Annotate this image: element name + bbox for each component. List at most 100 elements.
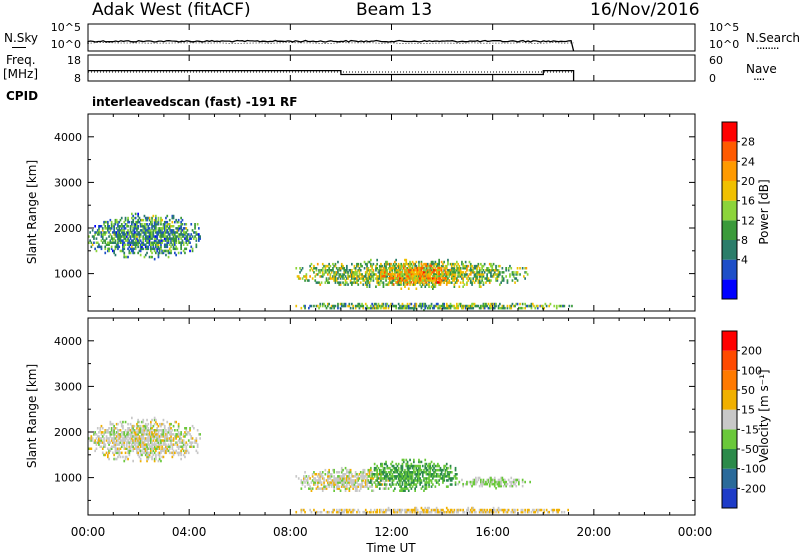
power-cell — [299, 277, 301, 280]
power-cell — [137, 231, 139, 234]
velocity-cell — [170, 431, 172, 434]
power-cell — [337, 304, 339, 308]
power-cell — [329, 273, 332, 276]
velocity-cell — [346, 487, 348, 490]
power-cell — [430, 262, 433, 266]
velocity-cell — [407, 483, 410, 486]
power-cell — [144, 243, 147, 246]
power-cell — [113, 227, 115, 230]
velocity-cell — [108, 427, 110, 430]
velocity-cell — [352, 487, 354, 490]
power-cell — [186, 243, 189, 246]
power-cell — [425, 267, 428, 270]
power-cell — [491, 269, 494, 272]
power-cell — [319, 304, 322, 308]
power-cell — [109, 227, 112, 230]
velocity-cell — [429, 468, 432, 472]
velocity-cell — [162, 447, 165, 450]
power-cell — [405, 260, 408, 264]
power-cell — [399, 304, 401, 308]
power-cell — [435, 269, 438, 272]
power-cell — [137, 214, 139, 218]
velocity-cell — [320, 487, 323, 490]
power-cell — [404, 285, 406, 288]
power-cell — [449, 272, 452, 276]
velocity-cell — [511, 480, 514, 484]
power-cell — [430, 270, 433, 274]
power-cell — [170, 239, 172, 242]
power-cell — [184, 231, 186, 234]
velocity-cell — [377, 475, 380, 478]
power-cell — [385, 275, 387, 278]
power-cell — [155, 225, 157, 228]
power-cell — [191, 247, 194, 251]
power-cell — [486, 273, 488, 276]
velocity-cell — [147, 455, 150, 459]
velocity-cell — [100, 424, 103, 428]
power-cell — [114, 223, 117, 226]
power-cell — [137, 243, 139, 246]
power-cell — [104, 233, 107, 236]
velocity-cell — [152, 433, 155, 436]
power-cell — [347, 275, 349, 278]
power-cell — [147, 229, 150, 232]
power-cell — [324, 281, 327, 284]
power-cell — [478, 275, 481, 278]
velocity-cell — [382, 510, 385, 514]
power-cell — [397, 270, 400, 274]
power-cell — [424, 264, 427, 268]
velocity-cell — [128, 441, 131, 444]
power-cell — [321, 262, 324, 266]
power-cell — [185, 241, 188, 244]
power-cell — [432, 283, 434, 286]
power-cell — [478, 283, 481, 286]
power-cell — [505, 267, 507, 270]
velocity-cell — [185, 451, 188, 455]
velocity-cell — [177, 445, 180, 448]
power-cell — [454, 271, 457, 274]
velocity-cell — [323, 487, 325, 490]
velocity-cell — [186, 433, 189, 436]
power-cell — [394, 275, 396, 278]
power-cell — [372, 269, 375, 272]
velocity-cell — [449, 483, 452, 486]
power-cell — [172, 237, 175, 240]
velocity-cell — [321, 489, 324, 492]
power-cell — [172, 239, 175, 242]
velocity-cell — [387, 487, 390, 490]
velocity-cell — [359, 475, 362, 478]
power-cell — [424, 271, 427, 274]
power-cell — [371, 271, 373, 274]
power-cell — [377, 306, 380, 310]
power-cell — [148, 229, 151, 232]
velocity-cell — [410, 487, 413, 490]
velocity-cell — [497, 478, 500, 482]
velocity-cell — [132, 445, 134, 448]
power-cell — [406, 262, 409, 266]
power-cell — [176, 247, 179, 251]
velocity-cell — [125, 447, 128, 450]
power-cell — [180, 225, 182, 228]
power-cell — [410, 281, 413, 284]
power-cell — [362, 277, 365, 280]
velocity-cell — [161, 439, 163, 442]
power-cell — [161, 239, 163, 242]
power-cell — [171, 214, 174, 218]
power-cell — [468, 273, 471, 276]
power-cell — [425, 272, 428, 276]
velocity-cell — [335, 481, 338, 484]
power-cell — [495, 304, 497, 308]
velocity-cell — [406, 471, 409, 474]
velocity-ylabel: Slant Range [km] — [25, 364, 39, 468]
velocity-cell — [428, 483, 430, 486]
velocity-cell — [158, 451, 161, 455]
power-cell — [411, 268, 414, 272]
velocity-cell — [333, 481, 335, 484]
power-cell — [156, 235, 158, 238]
power-cell — [105, 243, 108, 246]
power-cell — [124, 227, 127, 230]
power-cell — [144, 239, 147, 242]
velocity-cell — [404, 481, 406, 484]
velocity-cell — [340, 485, 343, 488]
power-cell — [115, 227, 118, 230]
